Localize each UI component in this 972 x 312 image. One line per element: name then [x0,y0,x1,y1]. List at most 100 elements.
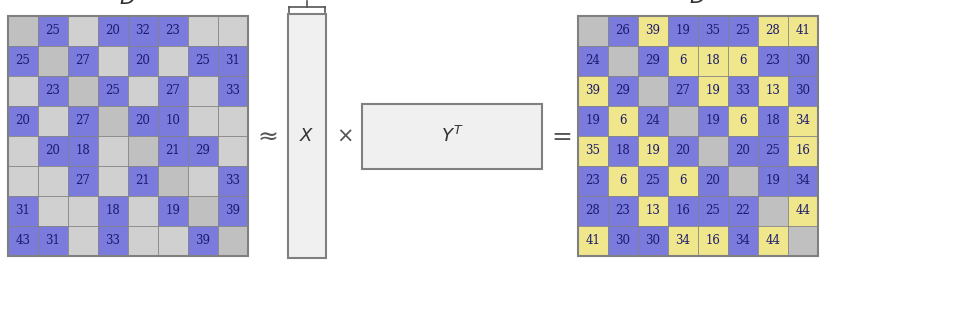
Bar [128,166,158,196]
Text: 25: 25 [16,55,30,67]
Text: 44: 44 [766,235,781,247]
Text: 27: 27 [676,85,690,97]
Text: 27: 27 [76,174,90,188]
Text: 20: 20 [706,174,720,188]
Bar [578,166,608,196]
Text: 27: 27 [165,85,181,97]
Bar [38,106,68,136]
Text: $Y^T$: $Y^T$ [440,126,464,146]
Text: 39: 39 [195,235,211,247]
Text: 28: 28 [585,204,601,217]
Text: 25: 25 [706,204,720,217]
Bar [668,106,698,136]
Bar [638,166,668,196]
Bar [758,16,788,46]
Bar [218,106,248,136]
Bar [608,226,638,256]
Bar [788,196,818,226]
Text: 30: 30 [615,235,631,247]
Bar [218,226,248,256]
Bar [8,16,38,46]
Bar [578,76,608,106]
Bar [8,166,38,196]
Text: 25: 25 [46,25,60,37]
Text: 23: 23 [615,204,631,217]
Bar [98,226,128,256]
Bar [788,106,818,136]
Bar [638,106,668,136]
Text: 29: 29 [645,55,660,67]
Bar [188,106,218,136]
Bar [608,46,638,76]
Bar [128,46,158,76]
Text: 13: 13 [645,204,660,217]
Bar [98,46,128,76]
Text: 34: 34 [795,174,811,188]
Bar [728,16,758,46]
Bar [8,226,38,256]
Bar [638,46,668,76]
Text: 19: 19 [676,25,690,37]
Text: 19: 19 [645,144,660,158]
Bar [158,166,188,196]
Bar [68,106,98,136]
Bar [668,226,698,256]
Bar [728,76,758,106]
Bar [758,76,788,106]
Bar [758,226,788,256]
Text: 35: 35 [585,144,601,158]
Text: 33: 33 [736,85,750,97]
Bar [8,76,38,106]
Bar [728,46,758,76]
Bar [38,226,68,256]
Bar [218,136,248,166]
Bar [668,16,698,46]
Bar [698,226,728,256]
Text: 27: 27 [76,115,90,128]
Bar [728,106,758,136]
Text: 33: 33 [106,235,121,247]
Text: 39: 39 [226,204,240,217]
Bar [158,196,188,226]
Bar [218,76,248,106]
Bar [758,136,788,166]
Text: 33: 33 [226,85,240,97]
Bar [608,196,638,226]
Text: 23: 23 [585,174,601,188]
Bar [8,106,38,136]
Text: 26: 26 [615,25,631,37]
Text: 34: 34 [736,235,750,247]
Text: 30: 30 [795,55,811,67]
Bar [128,106,158,136]
Bar [698,136,728,166]
Text: 6: 6 [740,55,746,67]
Text: 19: 19 [165,204,181,217]
Text: 22: 22 [736,204,750,217]
Bar [668,166,698,196]
Text: 18: 18 [106,204,121,217]
Bar [698,46,728,76]
Bar [668,76,698,106]
Bar [638,76,668,106]
Text: 24: 24 [585,55,601,67]
Bar [68,226,98,256]
Bar [218,46,248,76]
Bar [38,76,68,106]
Bar [288,14,326,258]
Text: 21: 21 [136,174,151,188]
Text: 41: 41 [795,25,811,37]
Bar [698,166,728,196]
Text: 33: 33 [226,174,240,188]
Text: 31: 31 [16,204,30,217]
Bar [68,16,98,46]
Text: 25: 25 [195,55,210,67]
Bar [578,16,608,46]
Text: 21: 21 [165,144,181,158]
Text: 39: 39 [585,85,601,97]
Bar [638,16,668,46]
Text: $\times$: $\times$ [335,126,352,145]
Bar [578,106,608,136]
Bar [38,136,68,166]
Bar [98,136,128,166]
Text: 6: 6 [740,115,746,128]
